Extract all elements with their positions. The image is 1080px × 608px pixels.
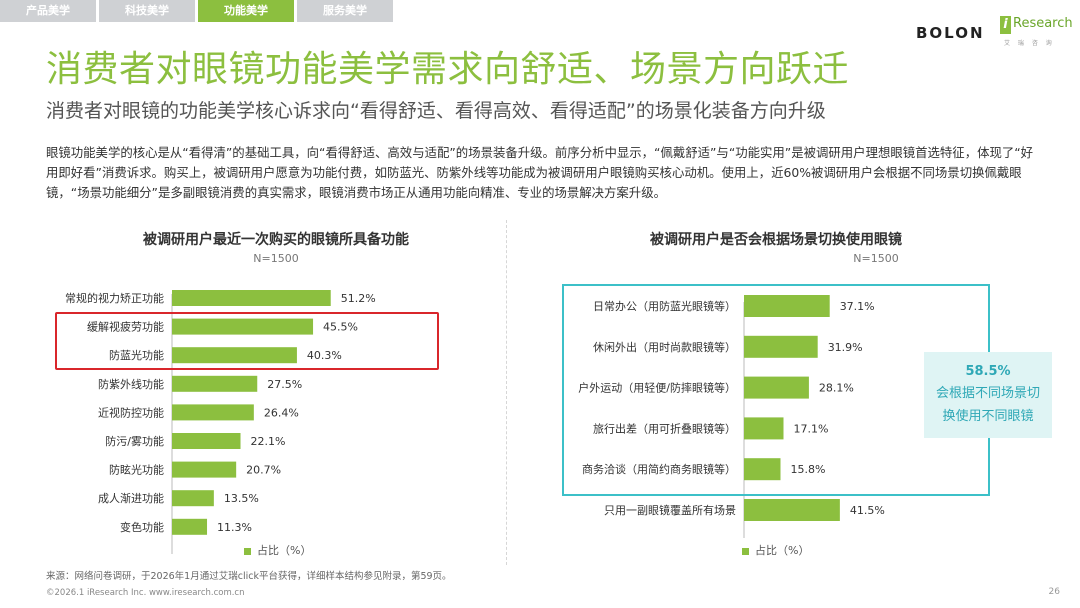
value-label: 22.1% [251,435,286,448]
left-chart-title: 被调研用户最近一次购买的眼镜所具备功能 [143,232,409,248]
bar [172,318,314,335]
page-title: 消费者对眼镜功能美学需求向舒适、场景方向跃迁 [46,49,850,90]
description-paragraph: 眼镜功能美学的核心是从“看得清”的基础工具，向“看得舒适、高效与适配”的场景装备… [46,145,1034,200]
category-label: 防污/雾功能 [105,434,164,448]
legend-label: 占比（%） [755,544,810,557]
page-number: 26 [1048,587,1060,597]
copyright-note: ©2026.1 iResearch Inc. www.iresearch.com… [46,588,245,598]
bar [744,499,840,521]
iresearch-logo-mark: i [1000,16,1011,34]
value-label: 40.3% [307,349,342,362]
iresearch-logo: i Research [1000,14,1073,36]
value-label: 51.2% [341,292,376,305]
tab-function-aesthetics[interactable]: 功能美学 [198,0,294,22]
tab-tech-aesthetics[interactable]: 科技美学 [99,0,195,22]
legend-label: 占比（%） [257,544,312,557]
right-chart-sample-size: N=1500 [853,252,899,265]
callout-percent: 58.5% [965,364,1011,379]
category-label: 旅行出差（用可折叠眼镜等） [593,421,736,435]
tab-product-aesthetics[interactable]: 产品美学 [0,0,96,22]
value-label: 28.1% [819,382,854,395]
value-label: 15.8% [790,463,825,476]
bar [172,433,241,449]
column-divider [506,220,507,565]
bar [744,295,830,317]
category-label: 防眩光功能 [109,463,164,477]
value-label: 20.7% [246,464,281,477]
bolon-logo: BOLON [916,24,985,42]
highlight-box [55,312,439,370]
section-tabs: 产品美学 科技美学 功能美学 服务美学 [0,0,396,22]
category-label: 防蓝光功能 [109,348,164,362]
category-label: 缓解视疲劳功能 [87,320,164,334]
category-label: 商务洽谈（用简约商务眼镜等） [582,462,736,476]
iresearch-logo-text: Research [1013,16,1073,31]
bar [744,335,818,358]
right-chart-title: 被调研用户是否会根据场景切换使用眼镜 [650,232,902,248]
bar [744,376,809,399]
bar [172,290,331,306]
value-label: 17.1% [794,422,829,435]
value-label: 31.9% [828,341,863,354]
right-chart-legend: 占比（%） [742,542,809,558]
value-label: 37.1% [840,300,875,313]
category-label: 常规的视力矫正功能 [65,291,164,305]
category-label: 休闲外出（用时尚款眼镜等） [593,340,736,354]
bar [172,461,237,478]
brand-logo: BOLON i Research 艾 瑞 咨 询 [916,14,1073,50]
category-label: 户外运动（用轻便/防摔眼镜等） [578,381,736,395]
category-label: 变色功能 [120,520,164,534]
value-label: 41.5% [850,504,885,517]
left-chart-legend: 占比（%） [244,542,311,558]
bar [172,375,258,392]
iresearch-logo-cn: 艾 瑞 咨 询 [1004,40,1055,47]
bar [172,404,254,421]
legend-swatch [742,547,749,555]
category-label: 近视防控功能 [98,405,164,419]
value-label: 11.3% [217,521,252,534]
value-label: 27.5% [267,378,302,391]
bar [744,417,784,440]
tab-service-aesthetics[interactable]: 服务美学 [297,0,393,22]
category-label: 只用一副眼镜覆盖所有场景 [604,503,736,517]
bar [172,347,297,364]
value-label: 13.5% [224,492,259,505]
bar [172,518,208,535]
source-note: 来源：网络问卷调研，于2026年1月通过艾瑞click平台获得，详细样本结构参见… [46,571,452,582]
page-subtitle: 消费者对眼镜的功能美学核心诉求向“看得舒适、看得高效、看得适配”的场景化装备方向… [46,100,826,122]
callout-box: 58.5% 会根据不同场景切换使用不同眼镜 [924,352,1052,438]
left-bar-chart: 常规的视力矫正功能 51.2% 缓解视疲劳功能 45.5% 防蓝光功能 40.3% 防紫外线… [65,290,376,554]
legend-swatch [244,547,251,555]
category-label: 防紫外线功能 [98,377,164,391]
bar [744,458,781,481]
callout-text: 会根据不同场景切换使用不同眼镜 [935,386,1040,424]
right-bar-chart: 日常办公（用防蓝光眼镜等） 37.1% 休闲外出（用时尚款眼镜等） 31.9% 户外运动… [578,295,885,538]
category-label: 日常办公（用防蓝光眼镜等） [593,299,736,313]
category-label: 成人渐进功能 [98,491,164,505]
bar [172,490,214,507]
left-chart-sample-size: N=1500 [253,252,299,265]
value-label: 26.4% [264,406,299,419]
value-label: 45.5% [323,321,358,334]
